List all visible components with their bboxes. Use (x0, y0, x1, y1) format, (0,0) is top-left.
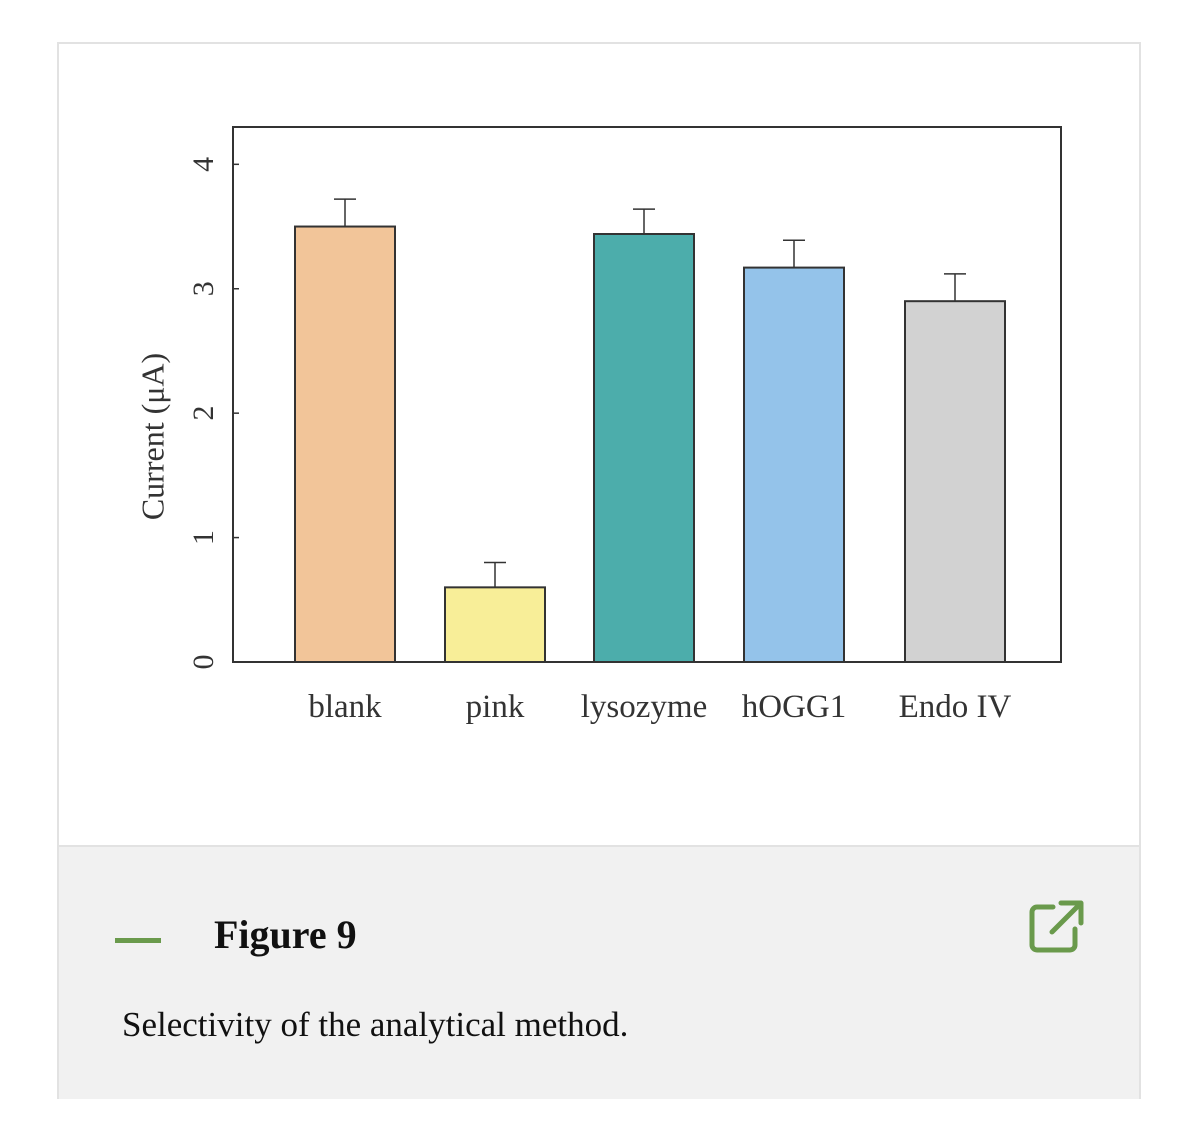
x-tick-label: pink (466, 689, 525, 725)
figure-image-area: 0 1 2 3 4 Current (μA) blank pink lysozyme hOGG1 E… (59, 44, 1139, 845)
figure-card: 0 1 2 3 4 Current (μA) blank pink lysozyme hOGG1 E… (57, 42, 1141, 1099)
x-tick-label: hOGG1 (742, 689, 847, 725)
y-axis-label: Current (μA) (134, 353, 170, 520)
y-tick-label: 3 (187, 281, 220, 296)
bar-chart: 0 1 2 3 4 Current (μA) blank pink lysozyme hOGG1 E… (134, 126, 1062, 725)
y-tick-label: 4 (187, 157, 220, 172)
x-tick-label: lysozyme (581, 689, 707, 725)
y-tick-label: 1 (187, 530, 220, 545)
figure-caption: Selectivity of the analytical method. (122, 1005, 629, 1044)
open-in-new-window-icon[interactable] (1025, 897, 1087, 959)
figure-title: Figure 9 (214, 912, 357, 957)
bar-blank (294, 225, 396, 663)
x-tick-label: blank (308, 689, 382, 725)
x-tick-label: Endo IV (899, 689, 1012, 725)
y-tick-label: 2 (187, 406, 220, 421)
bar-pink (444, 586, 546, 663)
bar-lysozyme (593, 233, 695, 663)
y-tick-label: 0 (187, 655, 220, 670)
bar-endo-iv (904, 300, 1006, 663)
collapse-dash-icon[interactable] (115, 938, 161, 943)
bar-hogg1 (743, 266, 845, 663)
caption-panel: Figure 9 Selectivity of the analytical m… (59, 845, 1139, 1099)
